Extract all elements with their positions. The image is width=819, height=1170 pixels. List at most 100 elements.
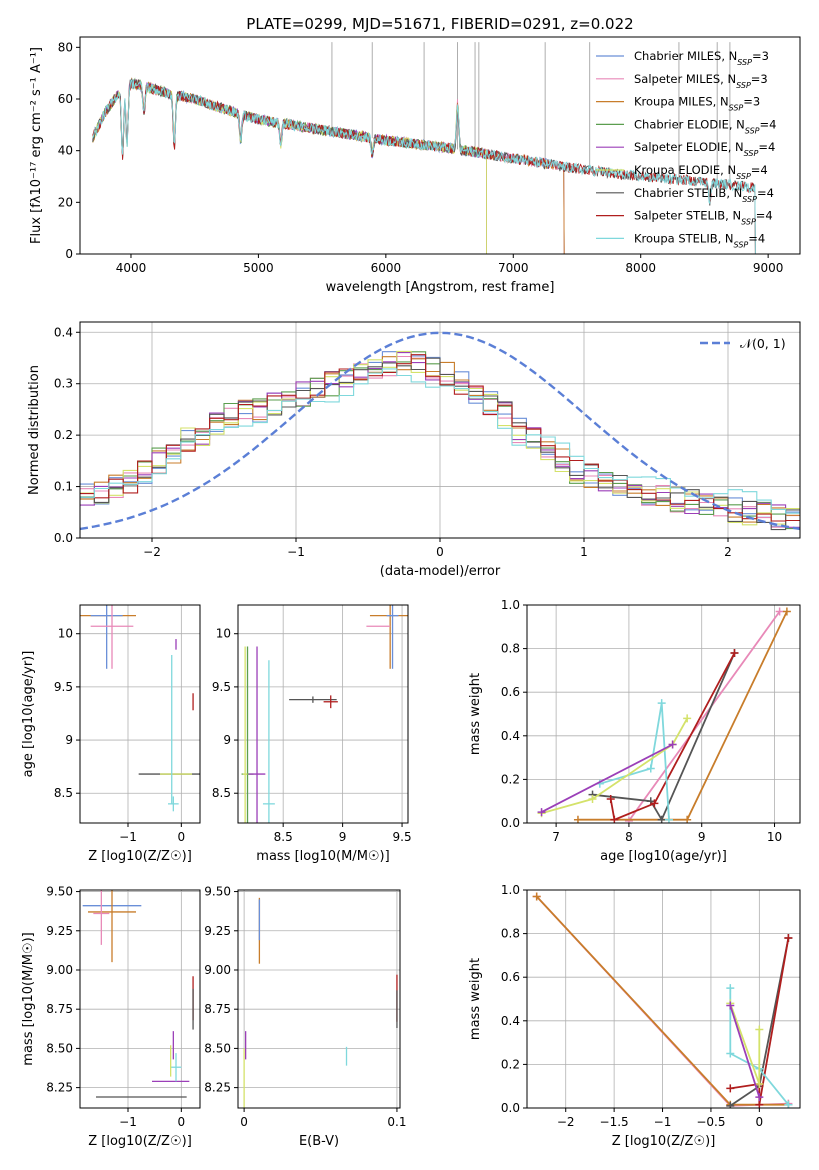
legend-label: Chabrier STELIB, NSSP=4 [634, 186, 774, 204]
x-tick-label: 9000 [753, 261, 784, 275]
y-tick-label: 9.25 [46, 924, 73, 938]
weight-marker [664, 815, 673, 823]
legend-label: Chabrier MILES, NSSP=3 [634, 49, 769, 67]
legend-label: Chabrier ELODIE, NSSP=4 [634, 117, 776, 135]
y-tick-label: 1.0 [501, 598, 520, 612]
errorbar-point-8 [262, 660, 275, 823]
weight-marker [610, 815, 619, 823]
y-tick-label: 10 [216, 627, 231, 641]
x-tick-label: 7000 [498, 261, 529, 275]
y-tick-label: 0.4 [501, 729, 520, 743]
legend-label: Kroupa STELIB, NSSP=4 [634, 231, 765, 249]
weight-line-6 [541, 743, 674, 813]
weight-marker [657, 815, 666, 823]
weight-marker [726, 1084, 735, 1093]
axes-frame [526, 604, 801, 824]
y-tick-label: 0.8 [501, 642, 520, 656]
legend-label: Salpeter STELIB, NSSP=4 [634, 209, 773, 227]
errorbar-point-7 [242, 646, 248, 823]
panel-weight-vs-Z: −2 −1.5 −1 −0.5 0 0.0 0.2 0.4 0.6 0.8 1.0 Z [log10(… [468, 883, 801, 1149]
y-tick-label: 8.25 [204, 1081, 231, 1095]
x-axis-label: Z [log10(Z/Z☉)] [612, 1134, 716, 1149]
panel-mass-vs-Z: −1 0 8.25 8.50 8.75 9.00 9.25 9.50 Z [log10(Z/Z☉… [21, 885, 201, 1149]
x-tick-label: 8.5 [274, 830, 293, 844]
legend: 𝒩(0, 1) [700, 336, 786, 351]
x-tick-label: 4000 [116, 261, 147, 275]
y-tick-label: 9.25 [204, 924, 231, 938]
weight-line-0 [628, 610, 781, 822]
weight-marker [782, 607, 791, 616]
y-tick-label: 8.5 [54, 786, 73, 800]
y-tick-label: 0 [65, 247, 73, 261]
histogram-series-8 [80, 368, 800, 514]
y-tick-label: 8.50 [204, 1041, 231, 1055]
y-tick-label: 9.50 [46, 885, 73, 899]
panel-spectrum: Chabrier MILES, NSSP=3 Salpeter MILES, NS… [29, 36, 801, 295]
weight-marker [775, 607, 784, 616]
y-axis-label: Flux [fλ10⁻¹⁷ erg cm⁻² s⁻¹ A⁻¹] [29, 47, 44, 244]
y-tick-label: 0.6 [501, 970, 520, 984]
y-axis-label: mass weight [468, 958, 483, 1040]
x-tick-label: 6000 [371, 261, 402, 275]
x-tick-label: −2 [557, 1115, 575, 1129]
y-tick-label: 9.50 [204, 885, 231, 899]
x-tick-label: −1.5 [600, 1115, 629, 1129]
plot-area [243, 897, 398, 1108]
y-tick-label: 40 [58, 144, 73, 158]
y-tick-label: 9.00 [204, 963, 231, 977]
x-tick-label: 2 [724, 545, 732, 559]
weight-marker [784, 1100, 793, 1108]
plot-area [92, 42, 756, 254]
x-tick-label: −1 [119, 1115, 137, 1129]
x-tick-label: 5000 [243, 261, 274, 275]
x-tick-label: 9 [339, 830, 347, 844]
weight-marker [755, 1100, 764, 1108]
y-tick-label: 9.5 [54, 680, 73, 694]
errorbar-point-8 [170, 1053, 182, 1082]
axes-frame [526, 889, 801, 1109]
x-tick-label: −1 [654, 1115, 672, 1129]
x-tick-label: −1 [119, 830, 137, 844]
panel-age-vs-mass: 8.5 9 9.5 8.5 9 9.5 10 mass [log10(M/M☉)] [212, 604, 412, 864]
x-tick-label: 10 [767, 830, 782, 844]
x-axis-label: mass [log10(M/M☉)] [256, 849, 389, 864]
weight-marker [683, 815, 692, 823]
weight-line-4 [729, 988, 790, 1106]
errorbar-point-2 [90, 605, 134, 669]
x-axis-label: Z [log10(Z/Z☉)] [88, 849, 192, 864]
x-tick-label: −0.5 [696, 1115, 725, 1129]
y-tick-label: 9.00 [46, 963, 73, 977]
y-tick-label: 8.75 [204, 1002, 231, 1016]
y-tick-label: 9 [65, 733, 73, 747]
axes-frame [79, 604, 201, 824]
x-tick-label: 8 [625, 830, 633, 844]
plot-area [80, 331, 800, 531]
histogram-series-6 [80, 357, 800, 531]
y-axis-label: Normed distribution [27, 365, 42, 495]
errorbar-point-2 [93, 890, 110, 945]
axes-frame [79, 36, 801, 255]
charts: Chabrier MILES, NSSP=3 Salpeter MILES, NS… [21, 36, 801, 1149]
axes-frame [237, 604, 409, 824]
x-axis-label: E(B-V) [299, 1134, 339, 1149]
weight-marker [532, 892, 541, 901]
errorbar-point-4 [323, 695, 338, 709]
errorbar-point-1 [386, 605, 399, 669]
weight-marker [624, 816, 633, 823]
weight-marker [668, 740, 677, 749]
weight-marker [755, 1093, 764, 1102]
weight-marker [726, 1101, 735, 1108]
weight-marker [755, 1025, 764, 1034]
weight-line-6 [729, 1005, 761, 1098]
plot-area [532, 892, 793, 1108]
legend-label: 𝒩(0, 1) [740, 336, 786, 351]
y-tick-label: 8.75 [46, 1002, 73, 1016]
y-tick-label: 9.5 [212, 680, 231, 694]
legend-label: Kroupa ELODIE, NSSP=4 [634, 163, 768, 181]
x-tick-label: 0 [178, 830, 186, 844]
x-tick-label: 0 [436, 545, 444, 559]
legend: Chabrier MILES, NSSP=3 Salpeter MILES, NS… [596, 49, 776, 249]
errorbar-point-7 [168, 796, 179, 812]
